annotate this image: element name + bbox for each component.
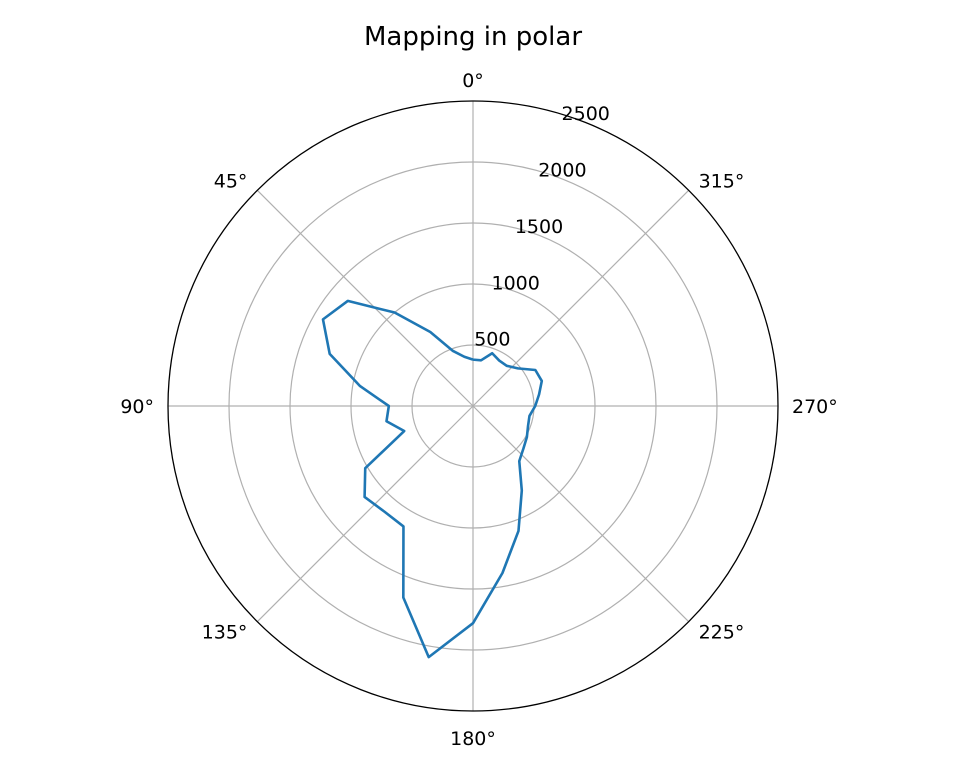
grid-layer: [167, 100, 779, 712]
r-gridline: [228, 161, 718, 651]
theta-tick-label: 90°: [120, 396, 154, 418]
series-line: [321, 299, 544, 659]
theta-tick-label: 270°: [792, 396, 838, 418]
r-tick-label: 1500: [515, 216, 563, 238]
chart-title: Mapping in polar: [364, 22, 582, 52]
r-tick-label: 2000: [538, 160, 586, 182]
theta-tick-label: 225°: [699, 622, 745, 644]
theta-gridline: [472, 405, 690, 623]
r-tick-label: 2500: [562, 103, 610, 125]
theta-gridline: [256, 189, 474, 407]
theta-gridline: [472, 189, 690, 407]
r-gridline: [350, 283, 596, 529]
theta-tick-label: 180°: [450, 728, 496, 750]
theta-tick-label: 45°: [214, 170, 248, 192]
r-tick-label: 500: [474, 329, 510, 351]
theta-tick-label: 135°: [202, 622, 248, 644]
theta-gridline: [256, 405, 474, 623]
series-layer: [321, 299, 544, 659]
label-layer: 0° 45° 90° 135° 180° 225° 270° 315° 500 1000 1500 2…: [120, 70, 837, 750]
theta-tick-label: 0°: [462, 70, 484, 92]
polar-frame: [167, 100, 779, 712]
theta-tick-label: 315°: [699, 170, 745, 192]
r-tick-label: 1000: [492, 272, 540, 294]
r-gridline: [289, 222, 657, 590]
